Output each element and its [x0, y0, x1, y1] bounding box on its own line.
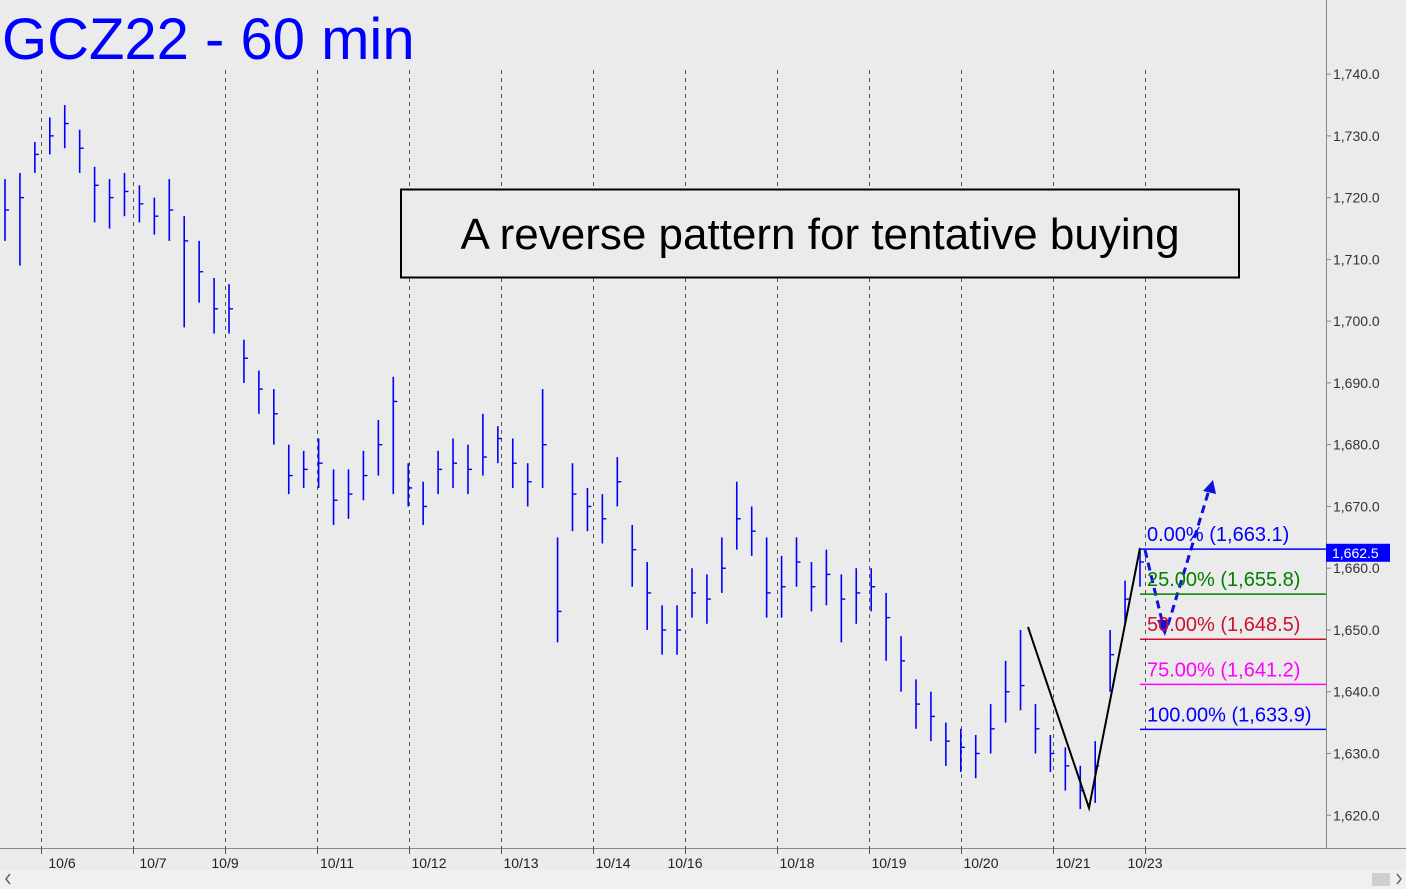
scroll-left[interactable] — [5, 873, 11, 885]
fib-label: 75.00% (1,641.2) — [1147, 659, 1300, 681]
annotation-text: A reverse pattern for tentative buying — [460, 210, 1179, 259]
x-tick-label: 10/12 — [411, 855, 446, 871]
y-tick-label: 1,710.0 — [1333, 251, 1380, 267]
x-tick-label: 10/18 — [779, 855, 814, 871]
y-tick-label: 1,680.0 — [1333, 437, 1380, 453]
scroll-thumb[interactable] — [1372, 873, 1390, 886]
y-tick-label: 1,720.0 — [1333, 190, 1380, 206]
y-tick-label: 1,660.0 — [1333, 560, 1380, 576]
x-tick-label: 10/20 — [963, 855, 998, 871]
x-tick-label: 10/14 — [595, 855, 630, 871]
y-tick-label: 1,630.0 — [1333, 746, 1380, 762]
x-tick-label: 10/7 — [139, 855, 166, 871]
scrollbar[interactable] — [0, 870, 1406, 889]
x-tick-label: 10/16 — [667, 855, 702, 871]
price-bars — [4, 104, 1144, 810]
fib-label: 50.00% (1,648.5) — [1147, 614, 1300, 636]
y-tick-label: 1,740.0 — [1333, 66, 1380, 82]
y-tick-label: 1,640.0 — [1333, 684, 1380, 700]
chart-title: GCZ22 - 60 min — [2, 7, 415, 72]
y-tick-label: 1,650.0 — [1333, 622, 1380, 638]
scroll-right[interactable] — [1396, 873, 1402, 885]
annotation-box — [400, 188, 1240, 279]
x-tick-label: 10/11 — [320, 855, 354, 871]
x-tick-label: 10/9 — [211, 855, 238, 871]
fib-label: 100.00% (1,633.9) — [1147, 704, 1312, 726]
y-tick-label: 1,700.0 — [1333, 313, 1380, 329]
y-tick-label: 1,730.0 — [1333, 128, 1380, 144]
x-tick-label: 10/23 — [1127, 855, 1162, 871]
fib-label: 25.00% (1,655.8) — [1147, 569, 1300, 591]
last-price-label: 1,662.5 — [1332, 545, 1379, 561]
pattern-lines — [1027, 547, 1141, 812]
y-tick-label: 1,690.0 — [1333, 375, 1380, 391]
x-tick-label: 10/13 — [503, 855, 538, 871]
fib-label: 0.00% (1,663.1) — [1147, 524, 1289, 546]
x-tick-label: 10/21 — [1055, 855, 1090, 871]
y-tick-label: 1,620.0 — [1333, 807, 1380, 823]
x-tick-label: 10/19 — [871, 855, 906, 871]
last-price-marker — [1326, 543, 1390, 562]
x-tick-label: 10/6 — [48, 855, 75, 871]
projection-arrow — [1143, 480, 1216, 636]
y-tick-label: 1,670.0 — [1333, 498, 1380, 514]
